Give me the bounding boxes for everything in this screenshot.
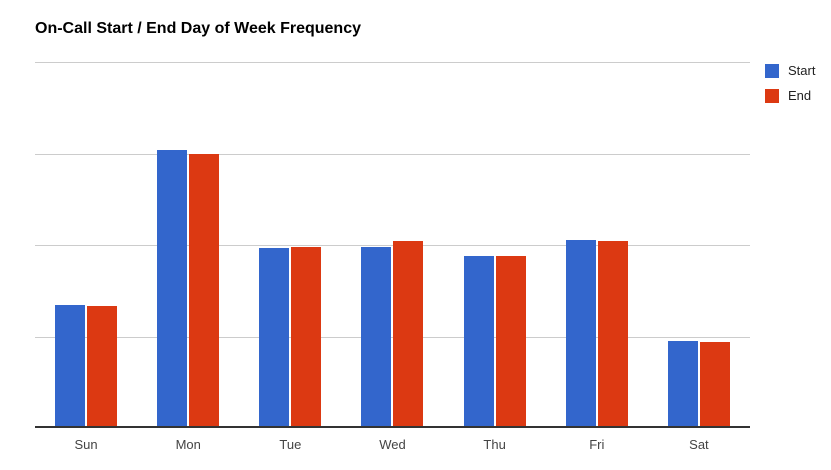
legend-item-start[interactable]: Start bbox=[765, 63, 815, 78]
gridline bbox=[35, 62, 750, 63]
chart-title: On-Call Start / End Day of Week Frequenc… bbox=[35, 20, 361, 37]
bar-end-tue[interactable] bbox=[291, 246, 322, 426]
bar-start-wed[interactable] bbox=[361, 246, 392, 426]
x-axis-label-wed: Wed bbox=[379, 437, 406, 452]
x-axis-label-thu: Thu bbox=[483, 437, 506, 452]
bar-start-thu[interactable] bbox=[463, 255, 494, 426]
bar-group-thu bbox=[444, 62, 546, 426]
bar-start-sun[interactable] bbox=[55, 305, 86, 426]
bar-end-thu[interactable] bbox=[495, 255, 526, 426]
bar-start-mon[interactable] bbox=[157, 149, 188, 426]
x-axis-label-sat: Sat bbox=[689, 437, 709, 452]
gridline bbox=[35, 336, 750, 338]
x-axis: Sun Mon Tue Wed Thu Fri Sat bbox=[35, 437, 750, 452]
bar-group-sun bbox=[35, 62, 137, 426]
gridline bbox=[35, 153, 750, 155]
gridline bbox=[35, 245, 750, 246]
bar-group-tue bbox=[239, 62, 341, 426]
bar-end-sun[interactable] bbox=[87, 306, 118, 426]
x-axis-label-tue: Tue bbox=[279, 437, 302, 452]
bar-end-wed[interactable] bbox=[393, 241, 424, 426]
bar-end-mon[interactable] bbox=[189, 154, 220, 426]
bar-start-sat[interactable] bbox=[667, 340, 698, 426]
legend-swatch-start bbox=[765, 63, 779, 78]
legend-label-end: End bbox=[788, 88, 812, 103]
plot-area bbox=[35, 62, 750, 428]
x-axis-label-sun: Sun bbox=[74, 437, 98, 452]
bar-start-fri[interactable] bbox=[565, 240, 596, 426]
legend-swatch-end bbox=[765, 88, 779, 103]
x-axis-label-mon: Mon bbox=[175, 437, 201, 452]
bar-end-sat[interactable] bbox=[699, 341, 730, 426]
bar-end-fri[interactable] bbox=[597, 241, 628, 426]
legend-label-start: Start bbox=[788, 63, 816, 78]
bar-group-sat bbox=[648, 62, 750, 426]
bar-group-fri bbox=[546, 62, 648, 426]
bar-group-wed bbox=[341, 62, 443, 426]
legend-item-end[interactable]: End bbox=[765, 88, 815, 103]
legend: Start End bbox=[765, 63, 815, 113]
bar-group-mon bbox=[137, 62, 239, 426]
x-axis-label-fri: Fri bbox=[589, 437, 605, 452]
bar-start-tue[interactable] bbox=[259, 247, 290, 426]
